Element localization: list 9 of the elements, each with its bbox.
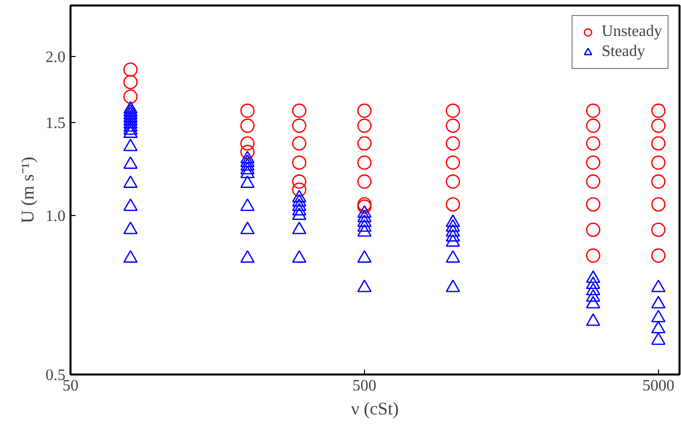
x-tick-label: 500 [352,378,376,394]
y-tick-label: 2.0 [46,49,66,66]
y-axis-title: U (m s⁻¹) [18,156,38,224]
legend-label: Unsteady [602,23,662,41]
legend-label: Steady [602,43,646,61]
y-tick-label: 1.5 [46,115,66,132]
x-tick-label: 5000 [642,378,674,394]
y-tick-label: 1.0 [46,208,66,226]
x-axis-title: ν (cSt) [351,398,399,418]
